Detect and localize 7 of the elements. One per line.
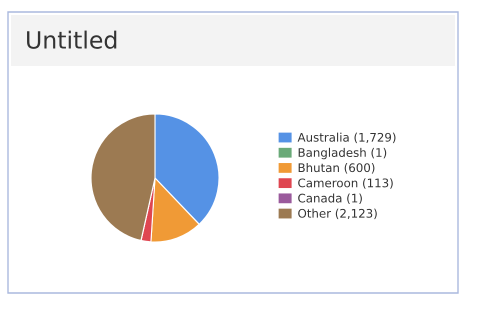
legend-label: Canada (1) [298,193,362,204]
legend-label: Other (2,123) [298,208,377,220]
legend-label: Bangladesh (1) [298,148,386,160]
legend-label: Bhutan (600) [298,163,374,174]
legend-label: Australia (1,729) [298,132,396,144]
legend-label: Cameroon (113) [298,178,393,189]
chart-title: Untitled [27,30,116,49]
